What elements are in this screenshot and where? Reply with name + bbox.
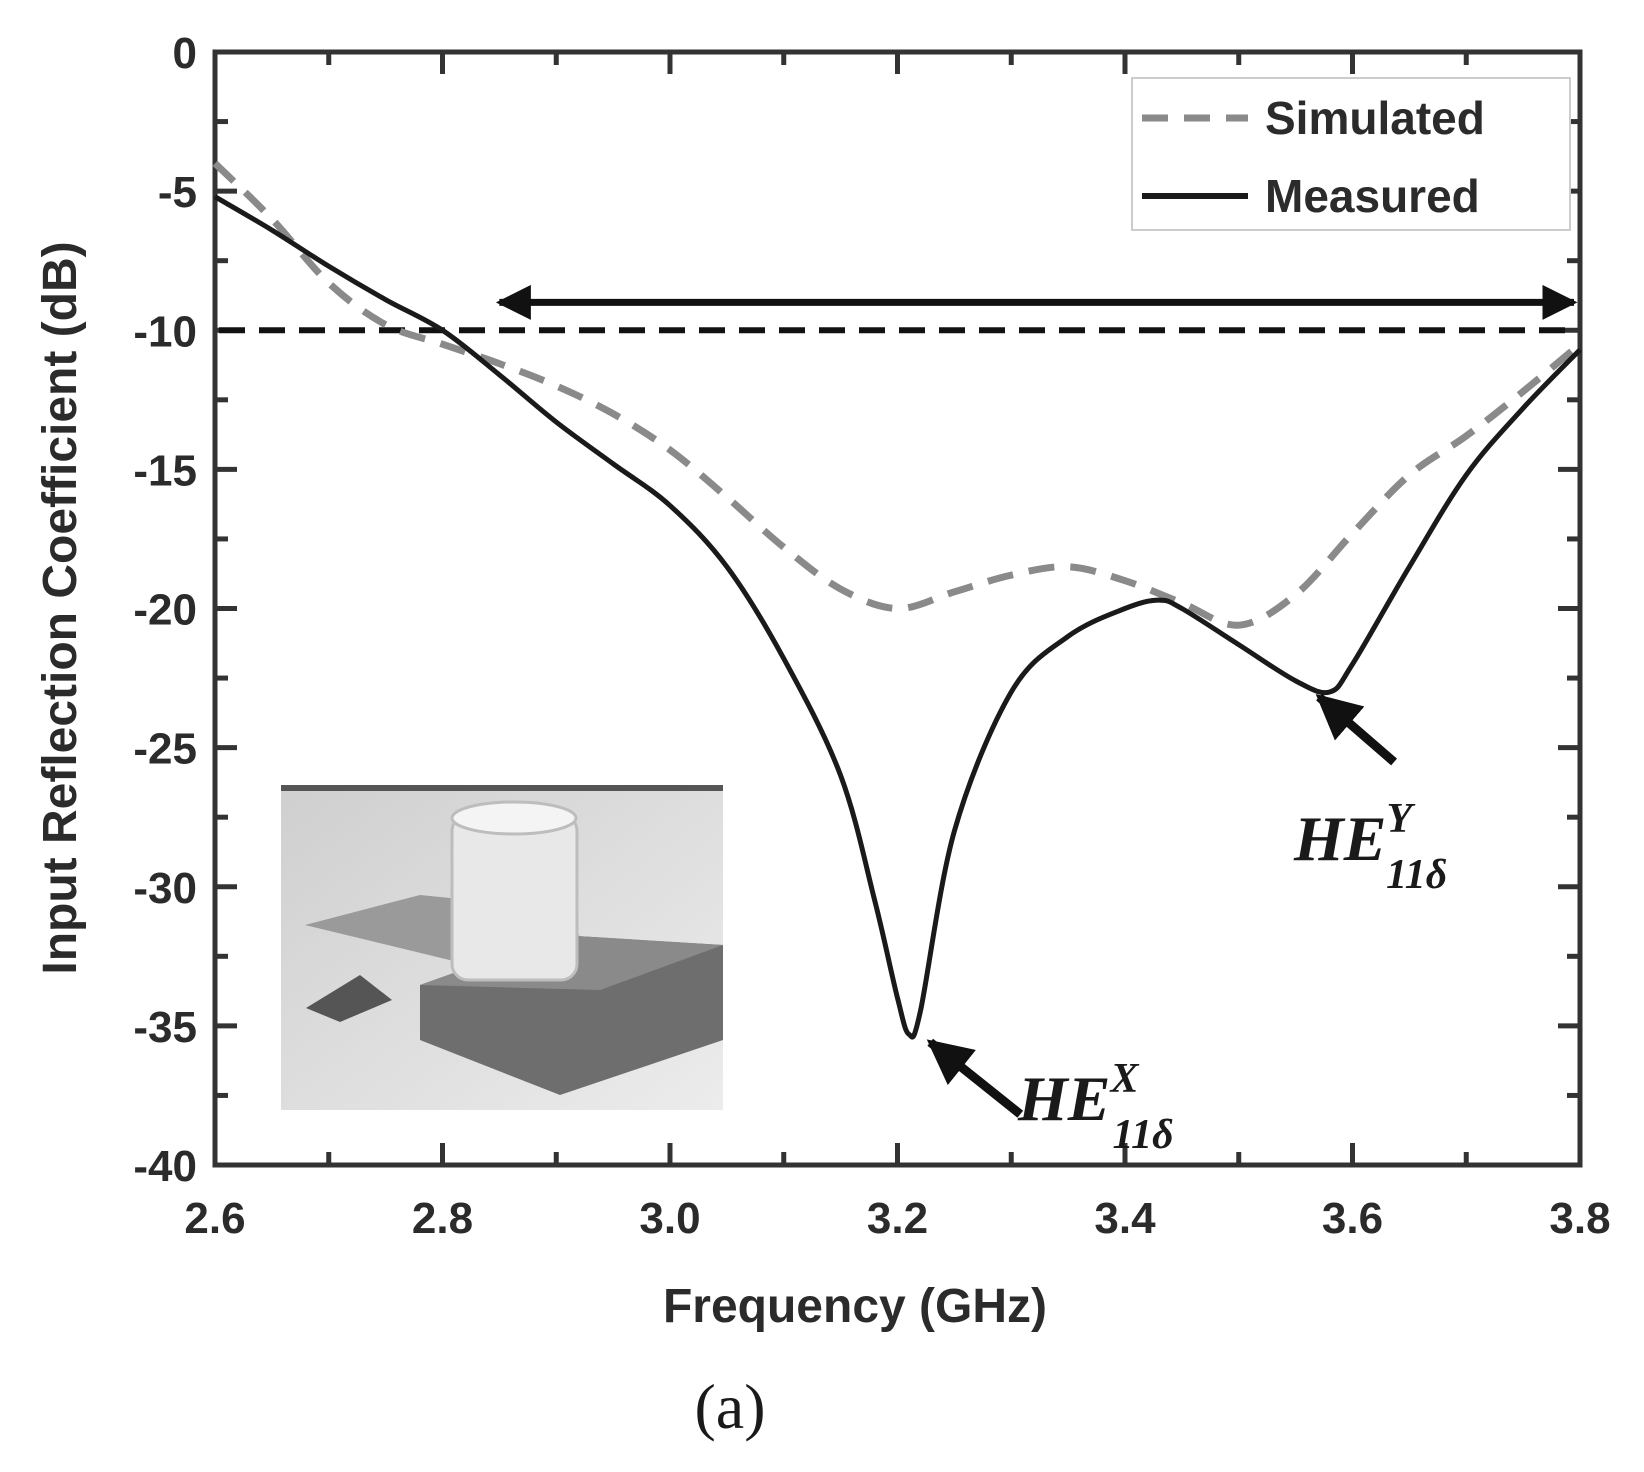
y-axis-title: Input Reflection Coefficient (dB) xyxy=(34,241,87,974)
antenna-photo-inset xyxy=(281,785,723,1110)
x-tick-label: 3.6 xyxy=(1322,1194,1383,1243)
y-tick-label: -5 xyxy=(158,168,197,217)
y-tick-label: -35 xyxy=(133,1003,197,1052)
legend-label-simulated: Simulated xyxy=(1265,92,1485,144)
annotation-arrow-hey xyxy=(1315,693,1398,766)
legend-label-measured: Measured xyxy=(1265,170,1480,222)
axis-ticks xyxy=(212,49,1583,1168)
y-tick-label: -30 xyxy=(133,864,197,913)
x-tick-label: 2.6 xyxy=(184,1194,245,1243)
panel-label: (a) xyxy=(694,1371,765,1442)
legend: Simulated Measured xyxy=(1131,77,1571,231)
series-line-measured xyxy=(213,194,1582,1040)
x-tick-label: 3.4 xyxy=(1094,1194,1156,1243)
y-tick-label: -20 xyxy=(133,586,197,635)
y-tick-label: -40 xyxy=(133,1142,197,1191)
x-tick-label: 3.0 xyxy=(639,1194,700,1243)
x-tick-label: 2.8 xyxy=(412,1194,473,1243)
annotation-arrow-hex xyxy=(926,1038,1024,1118)
y-tick-label: -10 xyxy=(133,307,197,356)
annotation-hey: HEY 11δ xyxy=(1293,796,1447,898)
x-tick-label: 3.8 xyxy=(1549,1194,1610,1243)
x-axis-title: Frequency (GHz) xyxy=(663,1280,1047,1333)
y-tick-label: -15 xyxy=(133,446,197,495)
y-tick-label: 0 xyxy=(173,29,197,78)
x-tick-labels: 2.6 2.8 3.0 3.2 3.4 3.6 3.8 xyxy=(184,1194,1610,1243)
legend-box xyxy=(1131,77,1571,231)
annotation-hex: HEX 11δ xyxy=(1017,1056,1174,1158)
x-tick-label: 3.2 xyxy=(867,1194,928,1243)
y-tick-label: -25 xyxy=(133,725,197,774)
series-line-simulated xyxy=(212,160,1583,629)
y-tick-labels: 0 -5 -10 -15 -20 -25 -30 -35 -40 xyxy=(133,29,197,1191)
